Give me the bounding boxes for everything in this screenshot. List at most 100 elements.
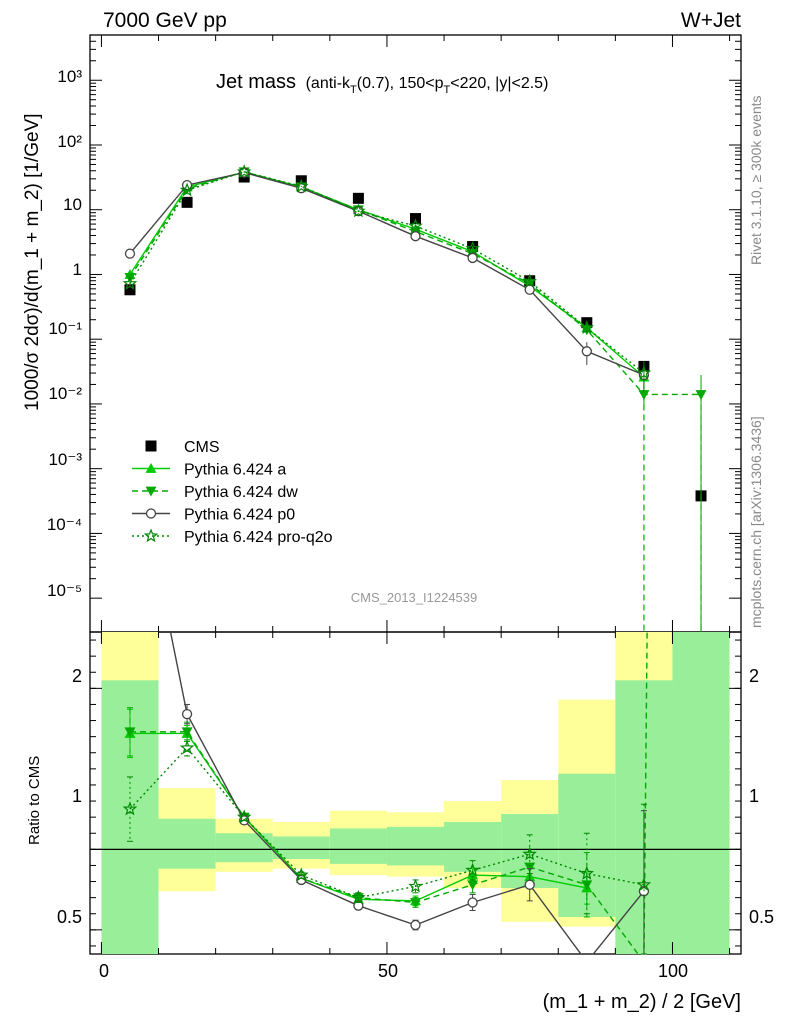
main-point-3-7 (524, 284, 535, 295)
ratio-point-4-4 (351, 889, 366, 904)
main-point-2-10 (695, 390, 707, 400)
ratio-y-tick-labels: 0.5 1 2 0.5 1 2 (57, 666, 774, 927)
chart-title: Jet mass (anti-kT(0.7), 150<pT<220, |y|<… (216, 71, 548, 96)
ratio-point-2-0 (124, 727, 136, 738)
main-point-2-9 (638, 390, 650, 400)
ytick-1e-1: 10⁻¹ (48, 319, 82, 338)
ratio-line-4 (129, 746, 645, 899)
legend-marker-4 (143, 528, 159, 543)
x-axis-label: (m_1 + m_2) / 2 [GeV] (543, 991, 741, 1013)
green-band-bin-5 (386, 826, 445, 866)
ratio-point-2-1 (181, 727, 193, 738)
ratio-point-4-2 (236, 809, 252, 824)
rivet-label: Rivet 3.1.10, ≥ 300k events (748, 95, 764, 265)
header-left: 7000 GeV pp (103, 9, 227, 32)
ytick-1e2: 10² (57, 132, 82, 151)
main-point-4-0 (122, 276, 138, 290)
ratio-point-2-6 (467, 880, 479, 891)
ratio-panel-frame (89, 631, 742, 955)
green-band-bin-1 (158, 818, 216, 869)
green-band-bin-4 (329, 828, 387, 864)
ytick-1e3: 10³ (57, 67, 82, 86)
legend-label-1: Pythia 6.424 a (184, 462, 286, 479)
ratio-ytick-05-left: 0.5 (57, 907, 82, 927)
legend: CMS Pythia 6.424 a Pythia 6.424 dw Pythia 6… (132, 439, 333, 546)
legend-marker-2 (145, 486, 157, 497)
ratio-point-4-8 (579, 865, 595, 880)
legend-marker-0 (145, 440, 157, 452)
ratio-point-4-1 (179, 740, 195, 755)
main-point-3-6 (467, 252, 478, 264)
legend-label-2: Pythia 6.424 dw (184, 484, 298, 501)
ratio-point-4-6 (465, 862, 480, 877)
legend-marker-1 (145, 463, 157, 473)
ytick-1: 1 (73, 260, 82, 279)
main-line-1 (129, 171, 645, 378)
analysis-watermark: CMS_2013_I1224539 (351, 590, 478, 605)
main-point-4-7 (522, 273, 537, 288)
ratio-point-2-5 (410, 898, 421, 908)
main-point-4-9 (636, 365, 652, 380)
main-point-4-8 (579, 320, 595, 335)
main-point-4-6 (465, 241, 480, 255)
ratio-ytick-2-left: 2 (72, 666, 82, 686)
legend-label-4: Pythia 6.424 pro-q2o (184, 529, 333, 546)
ratio-point-4-9 (636, 877, 652, 891)
ratio-point-4-3 (294, 867, 309, 882)
ratio-point-4-7 (522, 846, 537, 861)
mcplots-label: mcplots.cern.ch [arXiv:1306.3436] (748, 416, 764, 628)
ratio-ytick-05-right: 0.5 (749, 907, 774, 927)
xtick-100: 100 (658, 961, 688, 981)
ratio-line-3 (169, 632, 645, 954)
legend-marker-3 (145, 508, 157, 519)
main-point-3-8 (581, 346, 592, 357)
x-tick-labels: 0 50 100 (99, 961, 688, 981)
main-y-tick-labels: 10⁻⁵ 10⁻⁴ 10⁻³ 10⁻² 10⁻¹ 1 10 10² 10³ (47, 67, 83, 600)
legend-label-0: CMS (184, 439, 220, 456)
ratio-ytick-1-left: 1 (72, 786, 82, 806)
main-series-3 (124, 167, 650, 391)
ytick-1e-4: 10⁻⁴ (47, 515, 82, 534)
main-point-0-0 (124, 284, 136, 296)
green-band-bin-10 (672, 632, 730, 954)
ratio-point-2-8 (581, 880, 593, 891)
main-point-4-5 (408, 218, 423, 233)
axis-ticks (90, 34, 741, 954)
ytick-10: 10 (63, 195, 82, 214)
ratio-ytick-2-right: 2 (749, 666, 759, 686)
ratio-point-3-7 (524, 879, 535, 890)
main-series-group (122, 164, 707, 632)
main-series-1 (124, 166, 650, 391)
ratio-point-3-6 (467, 897, 478, 908)
main-line-2 (129, 171, 702, 396)
main-line-4 (129, 171, 645, 374)
xtick-0: 0 (99, 961, 109, 981)
ratio-series-4 (122, 739, 652, 955)
main-point-4-3 (294, 178, 309, 193)
xtick-50: 50 (378, 961, 398, 981)
y-axis-label-main: 1000/σ 2dσ)/d(m_1 + m_2) [1/GeV] (22, 113, 43, 411)
legend-label-3: Pythia 6.424 p0 (184, 507, 295, 524)
header-right: W+Jet (681, 9, 741, 32)
main-point-3-0 (124, 248, 136, 259)
ratio-point-3-4 (353, 900, 364, 911)
ytick-1e-2: 10⁻² (48, 384, 82, 403)
ratio-point-4-0 (122, 801, 138, 816)
ratio-point-2-7 (524, 862, 536, 873)
green-band-bin-3 (272, 836, 330, 860)
ratio-point-3-1 (181, 708, 193, 720)
main-point-4-4 (351, 203, 366, 218)
ratio-series-group (122, 632, 652, 955)
main-series-4 (122, 164, 652, 393)
ratio-point-3-5 (410, 919, 421, 931)
ytick-1e-3: 10⁻³ (48, 450, 82, 469)
main-line-3 (129, 171, 645, 376)
main-point-4-1 (179, 182, 195, 197)
main-point-0-4 (352, 192, 364, 204)
main-point-0-1 (181, 196, 193, 208)
ytick-1e-5: 10⁻⁵ (47, 581, 82, 600)
ratio-ytick-1-right: 1 (749, 786, 759, 806)
ratio-point-4-5 (408, 878, 423, 893)
ratio-point-3-3 (296, 874, 307, 886)
